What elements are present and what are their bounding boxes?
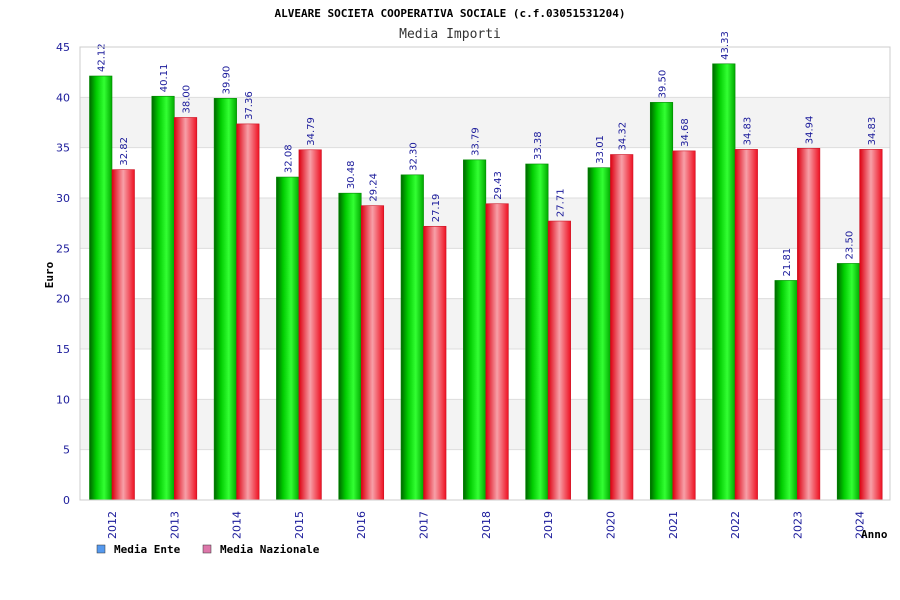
legend-label-media-ente: Media Ente — [114, 543, 181, 556]
x-tick-label: 2024 — [854, 511, 867, 539]
value-label: 27.71 — [555, 188, 566, 217]
y-tick-label: 35 — [56, 142, 70, 155]
bar-media-nazionale-2019 — [547, 220, 571, 501]
x-tick-label: 2012 — [106, 511, 119, 539]
value-labels: 42.12 32.82 40.11 38.00 39.90 37.36 32.08 34.79… — [97, 31, 878, 276]
bar-media-nazionale-2020 — [610, 154, 634, 501]
x-tick-label: 2016 — [355, 511, 368, 539]
value-label: 33.38 — [533, 131, 544, 160]
bar-media-nazionale-2013 — [174, 117, 198, 501]
bar-media-nazionale-2017 — [423, 225, 447, 501]
value-label: 29.24 — [368, 173, 379, 202]
value-label: 34.68 — [680, 118, 691, 147]
x-tick-label: 2023 — [791, 511, 804, 539]
bar-media-ente-2018 — [463, 159, 487, 501]
plot-frame — [79, 46, 891, 501]
bar-media-nazionale-2023 — [797, 147, 821, 501]
bar-media-ente-2015 — [276, 176, 300, 501]
value-label: 34.94 — [805, 116, 816, 145]
value-label: 32.82 — [119, 137, 130, 166]
value-label: 33.79 — [471, 127, 482, 156]
chart-subtitle: Media Importi — [399, 27, 501, 42]
bar-media-nazionale-2016 — [360, 205, 385, 501]
bar-media-nazionale-2022 — [734, 149, 758, 501]
x-tick-label: 2014 — [231, 511, 244, 539]
bar-media-ente-2012 — [89, 75, 113, 501]
value-label: 33.01 — [595, 135, 606, 164]
y-tick-label: 10 — [56, 393, 70, 406]
value-label: 40.11 — [159, 64, 170, 93]
value-label: 39.50 — [658, 70, 669, 99]
plot-band — [80, 97, 890, 148]
value-label: 34.32 — [618, 122, 629, 151]
plot-band — [80, 47, 890, 98]
bar-media-nazionale-2021 — [672, 150, 696, 501]
value-label: 32.30 — [408, 142, 419, 171]
y-tick-label: 0 — [63, 494, 70, 507]
bar-media-ente-2014 — [213, 98, 237, 501]
bar-media-ente-2016 — [338, 192, 362, 501]
bar-media-ente-2017 — [400, 174, 424, 501]
value-label: 38.00 — [182, 85, 193, 114]
x-tick-label: 2019 — [542, 511, 555, 539]
value-label: 27.19 — [431, 194, 442, 223]
value-label: 37.36 — [244, 91, 255, 120]
bar-media-ente-2022 — [712, 63, 736, 501]
x-tick-label: 2021 — [667, 511, 680, 539]
value-label: 21.81 — [782, 248, 793, 277]
bar-media-nazionale-2015 — [298, 149, 322, 501]
x-tick-label: 2017 — [418, 511, 431, 539]
bar-media-nazionale-2012 — [111, 169, 135, 501]
bar-media-nazionale-2014 — [236, 123, 260, 501]
x-axis-label: Anno — [861, 528, 888, 541]
value-label: 34.79 — [306, 117, 317, 146]
value-label: 43.33 — [720, 31, 731, 60]
legend: Media Ente Media Nazionale — [96, 543, 320, 556]
value-label: 39.90 — [221, 66, 232, 95]
x-tick-label: 2015 — [293, 511, 306, 539]
bar-media-ente-2023 — [774, 280, 798, 501]
y-tick-label: 45 — [56, 41, 70, 54]
chart-title: ALVEARE SOCIETA COOPERATIVA SOCIALE (c.f… — [275, 7, 626, 20]
y-tick-label: 40 — [56, 91, 70, 104]
value-label: 42.12 — [97, 43, 108, 72]
x-axis-ticks: 2012 2013 2014 2015 2016 2017 2018 2019 2020 2021… — [106, 511, 867, 539]
legend-swatch-media-ente — [96, 544, 106, 554]
x-tick-label: 2018 — [480, 511, 493, 539]
bar-media-nazionale-2024 — [859, 149, 883, 501]
y-tick-label: 25 — [56, 242, 70, 255]
value-label: 29.43 — [493, 171, 504, 200]
bar-media-ente-2020 — [587, 167, 611, 501]
legend-label-media-nazionale: Media Nazionale — [220, 543, 320, 556]
bar-media-nazionale-2018 — [485, 203, 509, 501]
y-tick-label: 5 — [63, 444, 70, 457]
bars — [89, 63, 883, 501]
value-label: 34.83 — [867, 117, 878, 146]
value-label: 30.48 — [346, 161, 357, 190]
bar-media-ente-2024 — [836, 263, 860, 501]
value-label: 34.83 — [742, 117, 753, 146]
y-axis-ticks: 0 5 10 15 20 25 30 35 40 45 — [56, 41, 70, 507]
y-axis-label: Euro — [43, 261, 56, 288]
legend-swatch-media-nazionale — [202, 544, 212, 554]
y-tick-label: 20 — [56, 293, 70, 306]
y-tick-label: 30 — [56, 192, 70, 205]
bar-media-ente-2021 — [649, 102, 674, 501]
bar-media-ente-2019 — [525, 163, 549, 501]
value-label: 32.08 — [284, 144, 295, 173]
bar-media-ente-2013 — [151, 95, 175, 501]
x-tick-label: 2022 — [729, 511, 742, 539]
value-label: 23.50 — [844, 231, 855, 260]
x-tick-label: 2013 — [168, 511, 181, 539]
y-tick-label: 15 — [56, 343, 70, 356]
x-tick-label: 2020 — [604, 511, 617, 539]
